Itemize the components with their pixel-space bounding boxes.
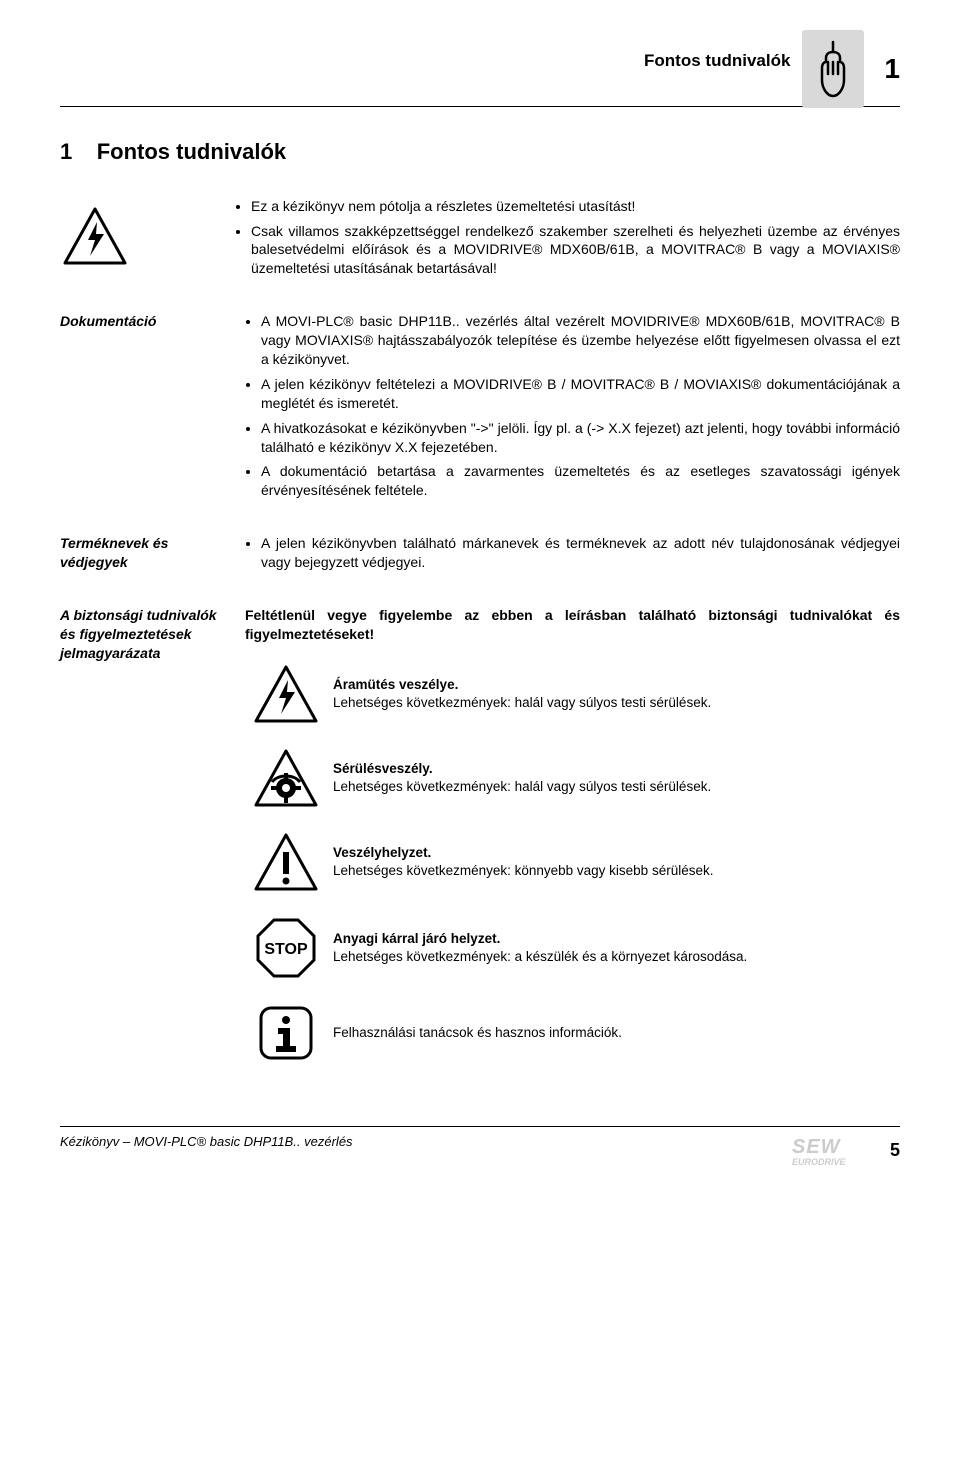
hazard-text: Áramütés veszélye. Lehetséges következmé… bbox=[327, 676, 900, 711]
hazard-item: Veszélyhelyzet. Lehetséges következménye… bbox=[245, 832, 900, 892]
info-icon bbox=[245, 1004, 327, 1062]
intro-bullet: Csak villamos szakképzettséggel rendelke… bbox=[251, 222, 900, 279]
doc-bullet: A hivatkozásokat e kézikönyvben "->" jel… bbox=[261, 419, 900, 457]
electric-hazard-icon bbox=[60, 201, 130, 271]
intro-bullet: Ez a kézikönyv nem pótolja a részletes ü… bbox=[251, 197, 900, 216]
intro-bullet-list: Ez a kézikönyv nem pótolja a részletes ü… bbox=[235, 197, 900, 279]
hazard-text: Felhasználási tanácsok és hasznos inform… bbox=[327, 1024, 900, 1042]
hazard-title: Veszélyhelyzet. bbox=[333, 844, 900, 862]
hazard-item: Sérülésveszély. Lehetséges következménye… bbox=[245, 748, 900, 808]
safety-block: A biztonsági tudnivalók és figyelmezteté… bbox=[60, 606, 900, 1086]
sew-logo-icon: SEW EURODRIVE bbox=[792, 1133, 872, 1167]
documentation-block: Dokumentáció A MOVI-PLC® basic DHP11B.. … bbox=[60, 312, 900, 506]
svg-text:SEW: SEW bbox=[792, 1136, 842, 1158]
hazard-text: Sérülésveszély. Lehetséges következménye… bbox=[327, 760, 900, 795]
hazard-title: Sérülésveszély. bbox=[333, 760, 900, 778]
footer-right: SEW EURODRIVE 5 bbox=[792, 1133, 900, 1167]
hazard-title: Anyagi kárral járó helyzet. bbox=[333, 930, 900, 948]
header-title: Fontos tudnivalók bbox=[644, 30, 790, 73]
svg-text:STOP: STOP bbox=[264, 941, 308, 958]
safety-content: Feltétlenül vegye figyelembe az ebben a … bbox=[245, 606, 900, 1086]
safety-intro: Feltétlenül vegye figyelembe az ebben a … bbox=[245, 606, 900, 644]
trademarks-label: Terméknevek és védjegyek bbox=[60, 534, 245, 578]
hazard-text: Veszélyhelyzet. Lehetséges következménye… bbox=[327, 844, 900, 879]
trademark-bullet: A jelen kézikönyvben található márkaneve… bbox=[261, 534, 900, 572]
header-section-number: 1 bbox=[884, 30, 900, 88]
intro-icon-column bbox=[60, 197, 235, 285]
hazard-item: Áramütés veszélye. Lehetséges következmé… bbox=[245, 664, 900, 724]
trademarks-block: Terméknevek és védjegyek A jelen kézikön… bbox=[60, 534, 900, 578]
hazard-desc: Lehetséges következmények: könnyebb vagy… bbox=[333, 863, 713, 878]
hazard-desc: Lehetséges következmények: halál vagy sú… bbox=[333, 779, 711, 794]
intro-content: Ez a kézikönyv nem pótolja a részletes ü… bbox=[235, 197, 900, 285]
hazard-text: Anyagi kárral járó helyzet. Lehetséges k… bbox=[327, 930, 900, 965]
documentation-content: A MOVI-PLC® basic DHP11B.. vezérlés álta… bbox=[245, 312, 900, 506]
hazard-desc: Lehetséges következmények: a készülék és… bbox=[333, 949, 747, 964]
section-number: 1 bbox=[60, 139, 72, 164]
page-number: 5 bbox=[890, 1138, 900, 1162]
page-header: Fontos tudnivalók 1 bbox=[60, 30, 900, 107]
doc-bullet: A jelen kézikönyv feltételezi a MOVIDRIV… bbox=[261, 375, 900, 413]
section-heading: 1 Fontos tudnivalók bbox=[60, 137, 900, 167]
trademarks-content: A jelen kézikönyvben található márkaneve… bbox=[245, 534, 900, 578]
doc-bullet: A MOVI-PLC® basic DHP11B.. vezérlés álta… bbox=[261, 312, 900, 369]
electric-hazard-icon bbox=[245, 664, 327, 724]
page: Fontos tudnivalók 1 1 Fontos tudnivalók bbox=[0, 0, 960, 1197]
trademarks-list: A jelen kézikönyvben található márkaneve… bbox=[245, 534, 900, 572]
hazard-desc: Felhasználási tanácsok és hasznos inform… bbox=[333, 1025, 622, 1040]
safety-label: A biztonsági tudnivalók és figyelmezteté… bbox=[60, 606, 245, 1086]
documentation-label: Dokumentáció bbox=[60, 312, 245, 506]
page-footer: Kézikönyv – MOVI-PLC® basic DHP11B.. vez… bbox=[60, 1126, 900, 1167]
svg-text:EURODRIVE: EURODRIVE bbox=[792, 1157, 847, 1167]
hazard-item: STOP Anyagi kárral járó helyzet. Lehetsé… bbox=[245, 916, 900, 980]
injury-hazard-icon bbox=[245, 748, 327, 808]
hazard-item: Felhasználási tanácsok és hasznos inform… bbox=[245, 1004, 900, 1062]
attention-icon bbox=[802, 30, 864, 108]
warning-icon bbox=[245, 832, 327, 892]
section-title-text: Fontos tudnivalók bbox=[97, 139, 286, 164]
footer-text: Kézikönyv – MOVI-PLC® basic DHP11B.. vez… bbox=[60, 1133, 353, 1151]
documentation-list: A MOVI-PLC® basic DHP11B.. vezérlés álta… bbox=[245, 312, 900, 500]
hazard-title: Áramütés veszélye. bbox=[333, 676, 900, 694]
hazard-desc: Lehetséges következmények: halál vagy sú… bbox=[333, 695, 711, 710]
stop-icon: STOP bbox=[245, 916, 327, 980]
intro-block: Ez a kézikönyv nem pótolja a részletes ü… bbox=[60, 197, 900, 285]
doc-bullet: A dokumentáció betartása a zavarmentes ü… bbox=[261, 462, 900, 500]
